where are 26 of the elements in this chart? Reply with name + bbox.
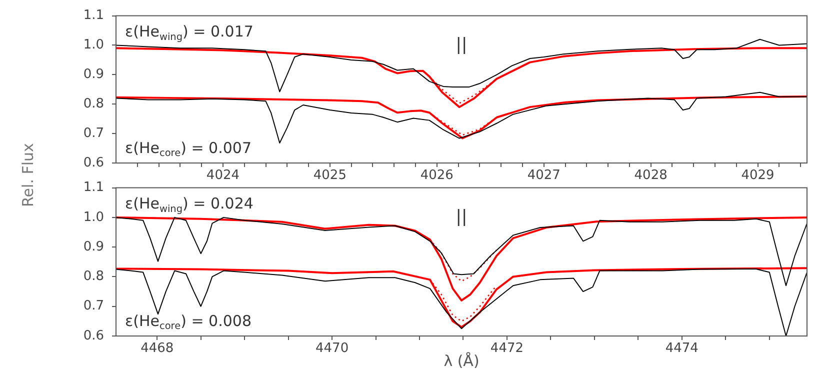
y-tick-label: 1.1 bbox=[83, 8, 104, 24]
y-axis-title: Rel. Flux bbox=[19, 143, 37, 207]
y-tick-label: 1.0 bbox=[83, 210, 104, 225]
y-tick-label: 0.7 bbox=[83, 126, 104, 141]
y-tick-label: 0.9 bbox=[83, 239, 104, 254]
y-tick-label: 1.0 bbox=[83, 38, 104, 53]
x-tick-label: 4468 bbox=[140, 341, 174, 356]
y-tick-label: 0.6 bbox=[83, 328, 104, 344]
y-tick-label: 0.8 bbox=[83, 269, 104, 284]
y-tick-label: 0.6 bbox=[83, 155, 104, 170]
x-tick-label: 4472 bbox=[490, 341, 524, 356]
annotation: || bbox=[456, 35, 468, 56]
x-tick-label: 4470 bbox=[316, 341, 349, 356]
x-tick-label: 4474 bbox=[665, 341, 698, 356]
x-tick-label: 4029 bbox=[741, 168, 774, 184]
annotation: || bbox=[456, 207, 468, 228]
y-tick-label: 0.9 bbox=[83, 67, 104, 82]
y-tick-label: 0.7 bbox=[83, 298, 104, 314]
x-tick-label: 4024 bbox=[206, 168, 240, 184]
x-tick-label: 4025 bbox=[313, 168, 346, 184]
x-tick-label: 4026 bbox=[420, 168, 454, 184]
x-tick-label: 4028 bbox=[634, 168, 668, 184]
y-tick-label: 1.1 bbox=[83, 180, 104, 196]
y-tick-label: 0.8 bbox=[83, 96, 104, 112]
x-axis-title: λ (Å) bbox=[444, 352, 480, 370]
x-tick-label: 4027 bbox=[527, 168, 560, 184]
